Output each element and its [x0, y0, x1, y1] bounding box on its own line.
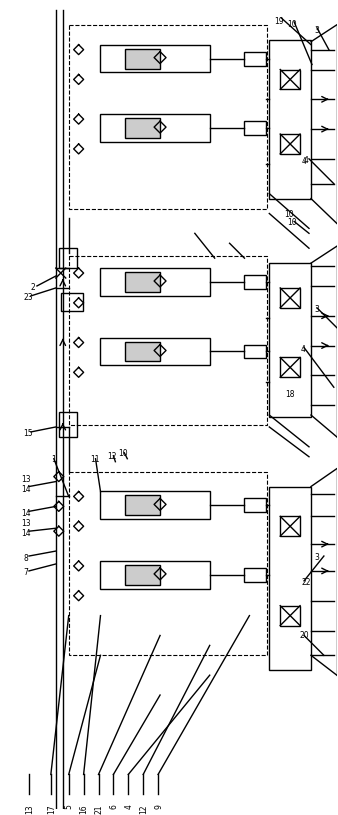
- Text: 16: 16: [80, 804, 89, 814]
- Bar: [244, 345, 266, 359]
- Bar: [125, 272, 160, 292]
- Bar: [100, 337, 210, 365]
- Text: 13: 13: [21, 474, 31, 483]
- Text: 10: 10: [287, 20, 297, 29]
- Text: 20: 20: [299, 631, 309, 640]
- Bar: [69, 24, 267, 209]
- Text: 3: 3: [314, 553, 319, 562]
- Text: 21: 21: [95, 804, 103, 813]
- Text: 15: 15: [23, 429, 33, 438]
- Bar: [61, 293, 82, 311]
- Text: 14: 14: [21, 529, 31, 538]
- Text: 23: 23: [23, 293, 33, 302]
- Bar: [244, 499, 266, 513]
- Bar: [280, 134, 300, 154]
- Bar: [244, 121, 266, 135]
- Bar: [244, 568, 266, 582]
- Text: 4: 4: [302, 156, 307, 166]
- Bar: [280, 69, 300, 90]
- Bar: [125, 496, 160, 515]
- Text: 11: 11: [91, 455, 100, 464]
- Bar: [125, 341, 160, 361]
- Text: 10: 10: [284, 210, 294, 219]
- Text: 1: 1: [51, 455, 55, 464]
- Text: 4: 4: [301, 345, 306, 354]
- Text: 6: 6: [110, 804, 118, 809]
- Text: 2: 2: [31, 283, 36, 292]
- Bar: [125, 565, 160, 585]
- Bar: [280, 517, 300, 536]
- Bar: [69, 472, 267, 655]
- Bar: [100, 114, 210, 142]
- Text: 5: 5: [65, 804, 74, 809]
- Bar: [269, 263, 311, 417]
- Text: 13: 13: [25, 804, 34, 814]
- Text: 12: 12: [107, 452, 117, 460]
- Bar: [125, 49, 160, 68]
- Text: 4: 4: [124, 804, 133, 809]
- Text: 7: 7: [23, 568, 28, 577]
- Bar: [280, 288, 300, 308]
- Text: 3: 3: [314, 305, 319, 314]
- Text: 12: 12: [139, 804, 148, 813]
- Text: 8: 8: [23, 554, 28, 563]
- Text: 10: 10: [118, 449, 128, 458]
- Bar: [269, 487, 311, 670]
- Text: 17: 17: [47, 804, 56, 814]
- Bar: [280, 606, 300, 626]
- Text: 22: 22: [301, 578, 311, 587]
- Text: 19: 19: [274, 17, 284, 26]
- Bar: [100, 45, 210, 73]
- Text: 14: 14: [21, 509, 31, 518]
- Text: 14: 14: [21, 485, 31, 494]
- Text: 10: 10: [287, 218, 297, 227]
- Text: 9: 9: [154, 804, 163, 809]
- Text: 18: 18: [285, 390, 295, 399]
- Bar: [100, 268, 210, 296]
- Bar: [125, 118, 160, 138]
- Bar: [100, 561, 210, 588]
- Bar: [280, 358, 300, 377]
- Bar: [269, 40, 311, 199]
- Bar: [59, 249, 77, 268]
- Bar: [244, 51, 266, 65]
- Bar: [100, 491, 210, 519]
- Text: 3: 3: [314, 26, 319, 35]
- Text: 4: 4: [304, 156, 309, 165]
- Bar: [244, 275, 266, 289]
- Text: 13: 13: [21, 519, 31, 528]
- Bar: [69, 256, 267, 425]
- Bar: [59, 412, 77, 437]
